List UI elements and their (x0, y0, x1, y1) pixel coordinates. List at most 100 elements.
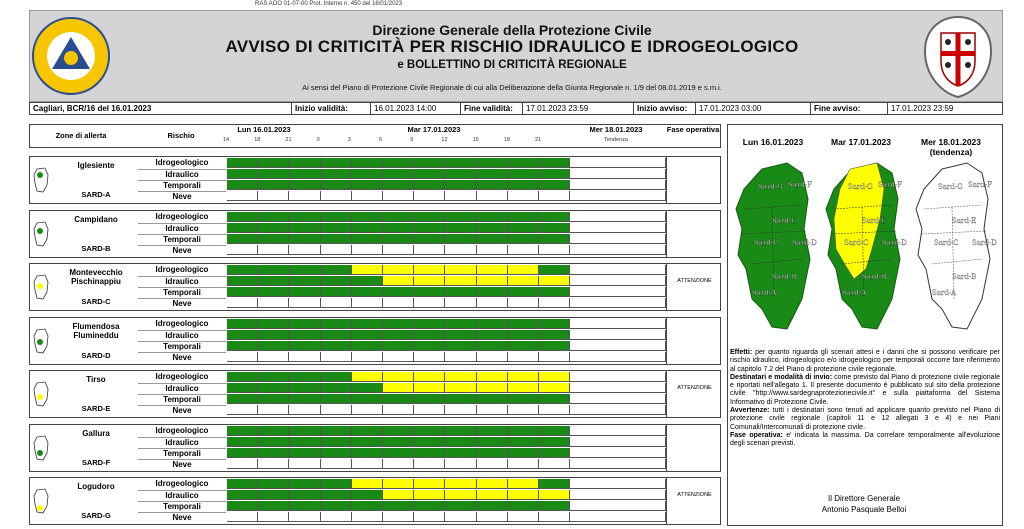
risk-label: Neve (138, 244, 226, 256)
criticality-cell (258, 180, 290, 190)
criticality-cell (289, 501, 321, 511)
sardinia-zone-icon (33, 221, 49, 246)
inizio-validita-label: Inizio validità: (292, 103, 371, 114)
hour-tick: 6 (379, 137, 383, 143)
criticality-cell (445, 233, 477, 244)
tendenza-cell (570, 405, 666, 415)
hour-tick: 21 (285, 137, 292, 143)
criticality-cell (351, 298, 383, 308)
criticality-cell (476, 425, 508, 436)
criticality-cell (383, 180, 415, 190)
risk-label: Idrogeologico (155, 372, 209, 381)
criticality-cell (476, 180, 508, 190)
col-rischio-header: Rischio (167, 131, 195, 140)
criticality-cell (539, 394, 571, 404)
header-banner (29, 10, 1003, 102)
criticality-cell (507, 222, 539, 233)
criticality-cell (414, 191, 446, 201)
map-zone-label: Sard-E (862, 217, 886, 225)
criticality-cell (539, 244, 571, 255)
tendenza-cell (570, 276, 666, 286)
criticality-cell (289, 490, 321, 500)
criticality-cell (539, 436, 571, 447)
map-zone-label: Sard-F (968, 181, 992, 189)
criticality-cell (539, 447, 571, 458)
criticality-cell (258, 394, 290, 404)
map-zone-label: Sard-A (752, 289, 777, 297)
criticality-cell (258, 351, 290, 362)
criticality-cell (445, 383, 477, 393)
criticality-cell (258, 405, 290, 415)
criticality-cell (445, 191, 477, 201)
zone-name: Iglesiente (77, 161, 115, 170)
fase-operativa: ATTENZIONE (666, 264, 722, 310)
criticality-cell (476, 490, 508, 500)
sardinia-zone-icon (33, 167, 49, 193)
criticality-cell (227, 340, 259, 351)
criticality-cell (351, 458, 383, 469)
fine-validita-value: 17.01.2023 23:59 (523, 103, 634, 114)
criticality-cell (227, 351, 259, 362)
hour-tick: 15 (472, 137, 479, 143)
criticality-cell (383, 211, 415, 222)
criticality-cell (383, 298, 415, 308)
sardinia-map: Sard-G Sard-F Sard-E Sard-C Sard-D Sard-B Sard… (735, 162, 817, 330)
criticality-cell (320, 169, 352, 179)
zone-border (923, 204, 983, 210)
criticality-cell (383, 447, 415, 458)
criticality-cell (289, 169, 321, 179)
criticality-cell (414, 512, 446, 522)
criticality-cell (414, 372, 446, 382)
criticality-cell (383, 351, 415, 362)
risk-label: Idraulico (138, 222, 226, 234)
fase-operativa: ATTENZIONE (666, 478, 722, 524)
tendenza-cell (570, 298, 666, 308)
criticality-cell (383, 405, 415, 415)
criticality-cell (476, 233, 508, 244)
map3-subtitle: (tendenza) (929, 147, 973, 157)
tendenza-cell (570, 158, 666, 168)
map-zone-label: Sard-E (772, 217, 796, 225)
risk-label: Temporali (138, 394, 226, 405)
criticality-cell (351, 211, 383, 222)
zone-row: Flumendosa Flumineddu SARD-D Idrogeologico… (29, 316, 722, 365)
criticality-cell (289, 394, 321, 404)
criticality-cell (539, 490, 571, 500)
criticality-cell (258, 191, 290, 201)
criticality-cell (258, 244, 290, 255)
criticality-cell (539, 479, 571, 489)
map-zone-label: Sard-A (842, 289, 867, 297)
criticality-cell (351, 405, 383, 415)
zone-border (751, 258, 803, 265)
legal-reference: Ai sensi del Piano di Protezione Civile … (302, 83, 722, 92)
criticality-cell (320, 490, 352, 500)
fase-operativa (666, 210, 722, 257)
risk-label: Idraulico (138, 490, 226, 501)
criticality-cell (289, 512, 321, 522)
tendenza-cell (570, 383, 666, 393)
criticality-cell (258, 340, 290, 351)
risk-label: Temporali (138, 340, 226, 352)
tendenza-cell (570, 340, 666, 351)
criticality-cell (476, 191, 508, 201)
criticality-cell (476, 244, 508, 255)
risk-label: Temporali (138, 501, 226, 512)
criticality-cell (320, 383, 352, 393)
criticality-cell (507, 211, 539, 222)
place-date: Cagliari, BCR/16 del 16.01.2023 (30, 103, 292, 114)
criticality-cell (320, 394, 352, 404)
fase-operativa (666, 317, 722, 364)
criticality-cell (227, 372, 259, 382)
criticality-cell (289, 298, 321, 308)
criticality-cell (320, 425, 352, 436)
criticality-cell (351, 329, 383, 340)
criticality-cell (539, 458, 571, 469)
criticality-cell (289, 383, 321, 393)
map-zone-label: Sard-F (878, 181, 902, 189)
zone-row: Campidano SARD-B Idrogeologico Idraulico Tem… (29, 209, 722, 258)
inizio-avviso-label: Inizio avviso: (634, 103, 696, 114)
tendenza-cell (570, 501, 666, 511)
criticality-cell (289, 265, 321, 275)
criticality-cell (227, 501, 259, 511)
day3-tendenza: Tendenza (604, 137, 628, 143)
